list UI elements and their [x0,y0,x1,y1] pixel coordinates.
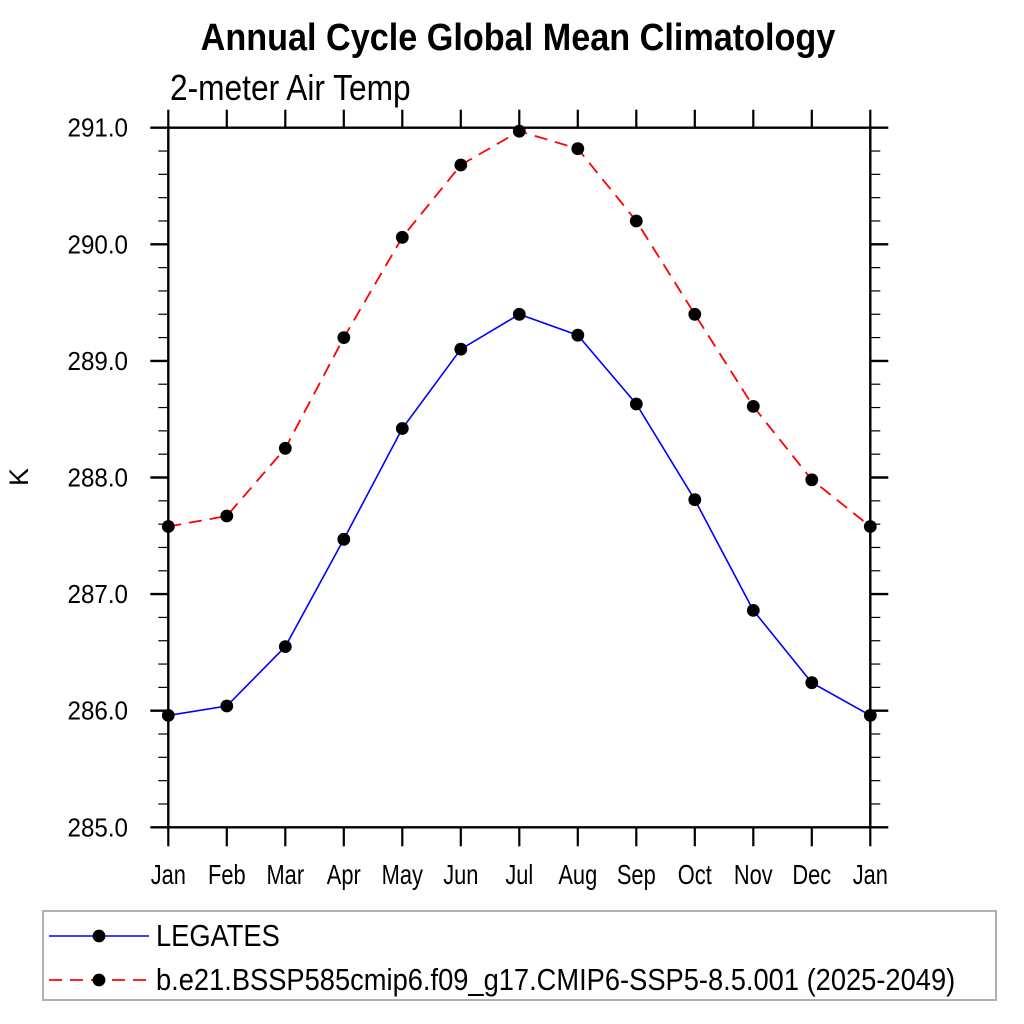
data-point [454,158,468,172]
data-point [863,709,877,722]
ssp585-sample-marker [92,973,106,987]
data-point [454,342,468,356]
legend-label-ssp585: b.e21.BSSP585cmip6.f09_g17.CMIP6-SSP5-8.… [156,962,956,997]
y-tick-label: 288.0 [68,463,129,493]
x-tick-label: Jan [151,859,186,890]
x-tick-label: May [382,859,423,890]
y-tick-label: 291.0 [68,113,129,143]
data-point [395,422,409,435]
chart-subtitle: 2-meter Air Temp [170,67,411,108]
data-point [629,214,643,228]
data-point [805,676,819,690]
data-point [337,331,351,344]
data-point [863,520,877,533]
x-tick-label: Dec [792,859,831,890]
data-point [571,328,585,342]
data-point [161,520,175,533]
y-tick-label: 286.0 [68,696,129,726]
y-tick-label: 290.0 [68,229,129,259]
legend-label-legates: LEGATES [156,918,280,953]
data-point [688,307,702,321]
series [161,124,877,722]
data-point [278,441,292,455]
y-tick-label: 287.0 [68,579,129,609]
data-point [629,397,643,411]
series-line-ssp585 [168,130,871,528]
data-point [512,307,526,321]
x-tick-label: Jun [443,859,478,890]
data-point [220,699,234,713]
x-tick-label: Apr [327,859,361,890]
data-point [571,142,585,156]
x-tick-label: Jul [505,859,533,890]
x-tick-label: Oct [678,859,712,890]
data-point [395,230,409,244]
data-point [161,709,175,722]
series-line-legates [168,313,871,717]
y-axis-label: K [4,468,34,486]
data-point [805,473,819,487]
data-point [220,509,234,523]
axes: 285.0 286.0 287.0 288.0 289.0 290.0 291.0 Jan Fe… [68,109,889,890]
legend: LEGATES b.e21.BSSP585cmip6.f09_g17.CMIP6… [42,910,997,1001]
legates-sample-marker [92,929,106,943]
chart-title: Annual Cycle Global Mean Climatology [201,17,836,59]
plot-frame [167,126,872,829]
x-tick-label: Sep [617,859,656,890]
x-tick-label: Mar [267,859,305,890]
ssp585-line-sample [49,973,149,987]
x-tick-label: Nov [734,859,773,890]
legates-line-sample [49,929,149,943]
x-tick-label: Feb [208,859,246,890]
data-point [746,400,760,413]
data-point [278,640,292,653]
data-point [746,604,760,617]
data-point [337,532,351,546]
legend-item-ssp585: b.e21.BSSP585cmip6.f09_g17.CMIP6-SSP5-8.… [47,962,1024,997]
x-tick-label: Aug [558,859,597,890]
data-point [688,493,702,507]
x-tick-label: Jan [853,859,888,890]
y-tick-label: 289.0 [68,346,129,376]
data-point [512,124,526,138]
y-tick-label: 285.0 [68,812,129,842]
legend-item-legates: LEGATES [47,918,297,953]
